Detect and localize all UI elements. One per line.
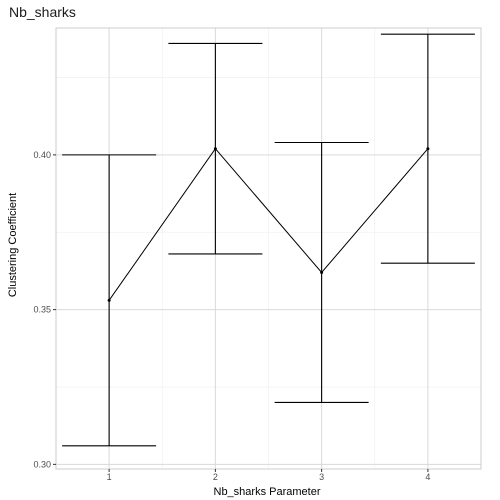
x-tick-label: 3 [319,472,324,482]
ticks: 1 2 3 4 0.30 0.35 0.40 [33,150,430,482]
grid [56,28,481,469]
marks [62,33,475,447]
y-tick-label: 0.30 [33,459,51,469]
y-tick-label: 0.40 [33,150,51,160]
x-axis-title: Nb_sharks Parameter [214,486,321,498]
data-point [213,147,217,151]
data-point [426,147,430,151]
data-point [320,270,324,274]
chart-title: Nb_sharks [9,4,76,20]
x-tick-label: 4 [425,472,430,482]
series-line [108,147,429,301]
data-point [107,298,111,302]
panel-border [55,27,482,470]
x-tick-label: 1 [107,472,112,482]
x-tick-label: 2 [213,472,218,482]
y-tick-label: 0.35 [33,305,51,315]
y-axis-title: Clustering Coefficient [7,193,19,297]
